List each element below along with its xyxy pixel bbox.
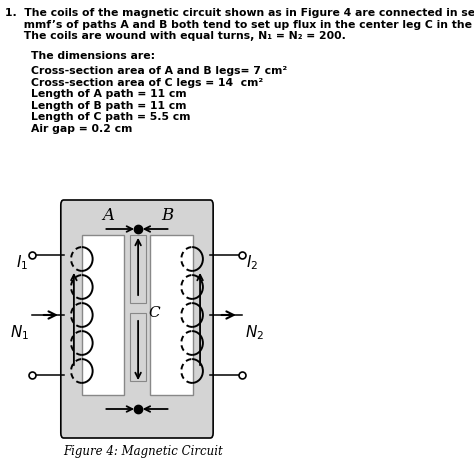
Text: A: A	[102, 206, 115, 224]
FancyBboxPatch shape	[61, 200, 213, 438]
Text: 1.  The coils of the magnetic circuit shown as in Figure 4 are connected in seri: 1. The coils of the magnetic circuit sho…	[5, 8, 474, 18]
Text: B: B	[162, 206, 174, 224]
Text: Cross-section area of A and B legs= 7 cm²: Cross-section area of A and B legs= 7 cm…	[31, 66, 288, 76]
Text: $I_2$: $I_2$	[246, 254, 258, 272]
Text: mmf’s of paths A and B both tend to set up flux in the center leg C in the same : mmf’s of paths A and B both tend to set …	[5, 19, 474, 30]
Text: $N_2$: $N_2$	[245, 324, 264, 342]
Bar	[130, 313, 146, 381]
Text: Figure 4: Magnetic Circuit: Figure 4: Magnetic Circuit	[64, 445, 223, 458]
Text: The coils are wound with equal turns, N₁ = N₂ = 200.: The coils are wound with equal turns, N₁…	[5, 31, 346, 41]
Bar	[82, 235, 125, 395]
Bar	[150, 235, 192, 395]
Text: Air gap = 0.2 cm: Air gap = 0.2 cm	[31, 124, 133, 133]
Text: Length of A path = 11 cm: Length of A path = 11 cm	[31, 89, 187, 99]
Text: The dimensions are:: The dimensions are:	[31, 50, 155, 61]
Text: $N_1$: $N_1$	[10, 324, 29, 342]
Text: C: C	[148, 306, 160, 320]
Text: Length of C path = 5.5 cm: Length of C path = 5.5 cm	[31, 112, 191, 122]
Bar	[130, 235, 146, 303]
Text: Cross-section area of C legs = 14  cm²: Cross-section area of C legs = 14 cm²	[31, 78, 264, 87]
Text: $I_1$: $I_1$	[16, 254, 28, 272]
Text: Length of B path = 11 cm: Length of B path = 11 cm	[31, 101, 187, 110]
